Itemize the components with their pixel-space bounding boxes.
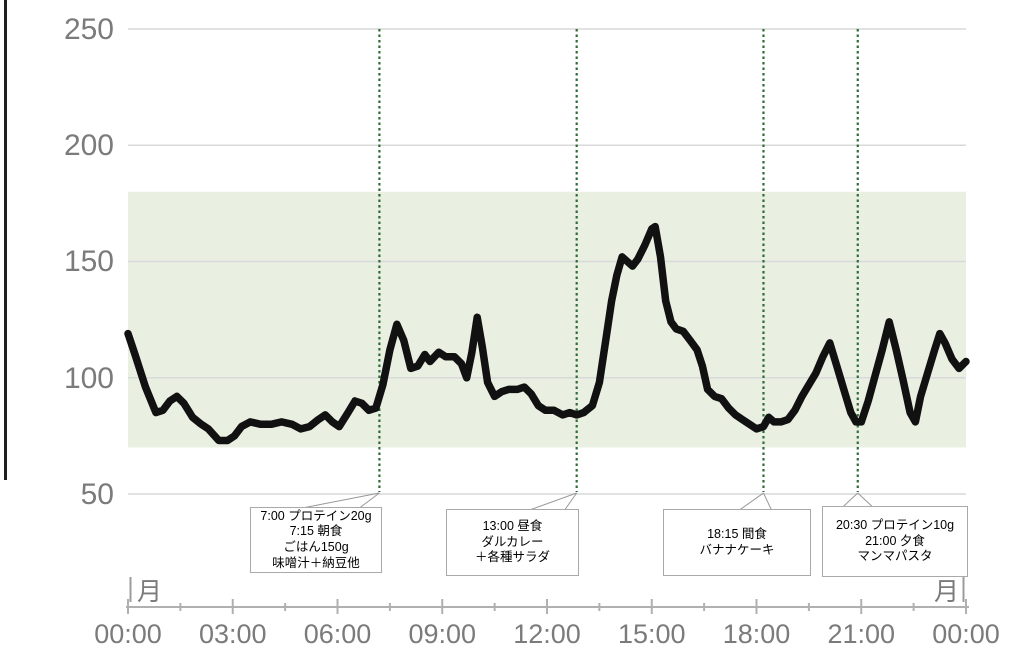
y-axis-label: 50 xyxy=(81,478,114,511)
annotation-line: バナナケーキ xyxy=(699,542,775,557)
day-label-left: 月 xyxy=(137,578,162,606)
y-axis-labels: 250 200 150 100 50 xyxy=(64,13,114,511)
annotation-leaders xyxy=(302,492,874,511)
annotation-leader-line xyxy=(857,492,874,508)
annotation-line: 18:15 間食 xyxy=(707,526,767,541)
meal-annotation-box: 7:00 プロテイン20g 7:15 朝食 ごはん150g 味噌汁＋納豆他 xyxy=(250,507,382,573)
gridlines xyxy=(128,28,966,495)
x-axis-label: 15:00 xyxy=(618,619,686,649)
annotation-line: 20:30 プロテイン10g xyxy=(835,517,955,532)
annotation-line: ＋各種サラダ xyxy=(474,550,550,565)
day-boundary-labels: 月 月 xyxy=(137,578,959,606)
annotation-line: 21:00 夕食 xyxy=(865,533,925,548)
annotation-line: ごはん150g xyxy=(283,540,349,554)
target-range-band-rect xyxy=(128,191,966,448)
glucose-trace-path xyxy=(124,222,970,445)
annotation-leader-line xyxy=(359,492,380,509)
annotation-leader-line xyxy=(302,492,380,509)
annotation-leader-line xyxy=(529,492,577,511)
annotation-line: ダルカレー xyxy=(481,534,544,549)
glucose-trace xyxy=(124,222,970,445)
x-axis-label: 00:00 xyxy=(932,619,1000,649)
meal-annotation-box: 20:30 プロテイン10g 21:00 夕食 マンマパスタ xyxy=(822,506,968,577)
y-axis-label: 250 xyxy=(64,13,114,46)
annotation-leader-line xyxy=(842,492,859,508)
annotation-line: 味噌汁＋納豆他 xyxy=(272,555,360,570)
y-axis-label: 150 xyxy=(64,245,114,278)
x-axis-label: 18:00 xyxy=(723,619,791,649)
x-axis-label: 09:00 xyxy=(409,619,477,649)
window-edge-line xyxy=(4,0,7,480)
y-axis-label: 200 xyxy=(64,129,114,162)
x-axis-label: 00:00 xyxy=(94,619,162,649)
annotation-line: 7:15 朝食 xyxy=(289,524,343,539)
target-range-band xyxy=(128,191,966,448)
annotation-leader-line xyxy=(564,492,578,511)
meal-annotation-box: 18:15 間食 バナナケーキ xyxy=(663,509,811,576)
annotation-line: 7:00 プロテイン20g xyxy=(260,508,372,523)
x-axis xyxy=(126,576,969,614)
x-axis-label: 06:00 xyxy=(304,619,372,649)
annotation-leader-line xyxy=(739,492,764,511)
annotation-line: マンマパスタ xyxy=(857,549,933,564)
x-axis-label: 21:00 xyxy=(828,619,896,649)
annotation-line: 13:00 昼食 xyxy=(482,518,543,533)
meal-annotation-box: 13:00 昼食 ダルカレー ＋各種サラダ xyxy=(446,509,579,576)
y-axis-label: 100 xyxy=(64,362,114,395)
annotation-leader-line xyxy=(763,492,772,511)
x-axis-label: 12:00 xyxy=(513,619,581,649)
x-axis-label: 03:00 xyxy=(199,619,267,649)
day-label-right: 月 xyxy=(934,578,959,606)
x-axis-labels: 00:00 03:00 06:00 09:00 12:00 15:00 18:0… xyxy=(94,619,1000,649)
